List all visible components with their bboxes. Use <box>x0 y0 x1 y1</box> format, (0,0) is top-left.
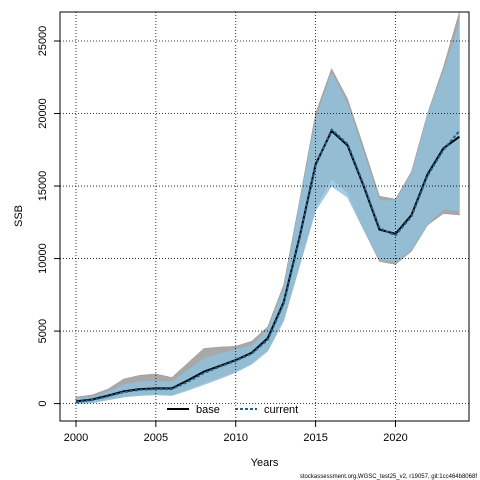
x-tick-label-2015: 2015 <box>303 432 327 444</box>
y-tick-label-15000: 15000 <box>37 171 49 202</box>
y-tick-label-10000: 10000 <box>37 243 49 274</box>
x-axis: 2000 2005 2010 2015 2020 <box>64 421 408 444</box>
plot-frame <box>59 11 470 422</box>
x-axis-title: Years <box>251 457 279 469</box>
confidence-band-current <box>75 23 460 404</box>
y-axis-title: SSB <box>13 205 25 227</box>
legend-label-current: current <box>264 404 298 416</box>
legend-label-base: base <box>196 404 220 416</box>
x-tick-label-2010: 2010 <box>224 432 248 444</box>
legend: base current <box>167 404 298 416</box>
y-tick-label-25000: 25000 <box>37 26 49 57</box>
series-lines <box>75 128 461 404</box>
series-line-base <box>75 129 460 403</box>
y-tick-label-0: 0 <box>37 401 49 407</box>
footnote: stockassessment.org,WGSC_test25_v2, r190… <box>300 474 477 480</box>
x-tick-label-2000: 2000 <box>64 432 88 444</box>
y-tick-label-20000: 20000 <box>37 98 49 129</box>
grid-lines <box>60 12 469 421</box>
x-tick-label-2020: 2020 <box>383 432 407 444</box>
series-line-current <box>75 128 461 404</box>
x-tick-label-2005: 2005 <box>144 432 168 444</box>
y-tick-label-5000: 5000 <box>37 319 49 343</box>
confidence-bands <box>75 11 460 404</box>
y-axis: 0 5000 10000 15000 20000 25000 <box>37 26 60 407</box>
